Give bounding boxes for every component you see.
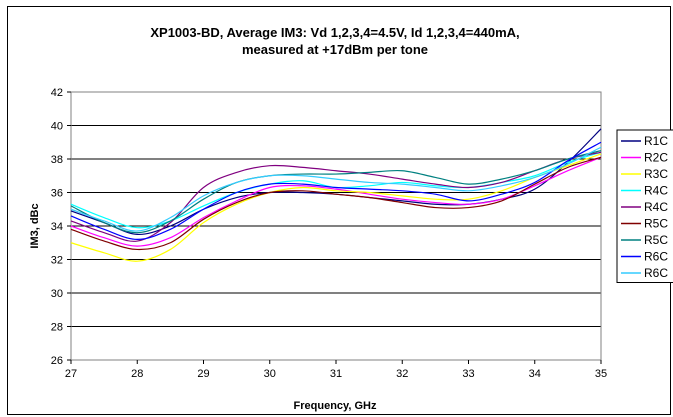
- x-tick-label: 31: [330, 368, 342, 380]
- y-tick-label: 26: [51, 355, 63, 367]
- legend-entry: R3C: [644, 167, 668, 181]
- series-line-6: [70, 156, 602, 251]
- y-tick-label: 40: [51, 121, 63, 133]
- y-axis-label: IM3, dBc: [29, 203, 41, 248]
- y-tick-label: 42: [51, 87, 63, 99]
- x-tick-label: 34: [529, 368, 541, 380]
- x-tick-label: 32: [396, 368, 408, 380]
- y-tick-label: 36: [51, 188, 63, 200]
- x-tick-label: 29: [197, 368, 209, 380]
- series-line-8: [70, 141, 602, 241]
- legend-entry: R4C: [644, 200, 668, 214]
- x-tick-label: 28: [131, 368, 143, 380]
- legend: R1C R2C R3C R4C R4C R5C R5C R6C R6C: [616, 129, 673, 283]
- series-line-7: [70, 150, 602, 234]
- series-line-5: [70, 151, 602, 242]
- legend-entry: R2C: [644, 151, 668, 165]
- chart-title-line-1: XP1003-BD, Average IM3: Vd 1,2,3,4=4.5V,…: [150, 25, 519, 40]
- y-tick-label: 30: [51, 288, 63, 300]
- y-tick-label: 32: [51, 255, 63, 267]
- chart-frame: [7, 6, 671, 415]
- x-tick-label: 30: [264, 368, 276, 380]
- y-tick-label: 38: [51, 154, 63, 166]
- series-line-9: [70, 146, 602, 232]
- chart-title-line-2: measured at +17dBm per tone: [242, 42, 428, 57]
- series-line-3: [70, 153, 602, 262]
- legend-entry: R1C: [644, 134, 668, 148]
- legend-entry: R5C: [644, 217, 668, 231]
- legend-entry: R4C: [644, 184, 668, 198]
- y-tick-label: 28: [51, 322, 63, 334]
- x-axis-label: Frequency, GHz: [294, 400, 377, 412]
- legend-entry: R6C: [644, 266, 668, 280]
- legend-entry: R6C: [644, 250, 668, 264]
- series-line-2: [70, 156, 602, 247]
- x-tick-label: 27: [65, 368, 77, 380]
- y-tick-label: 34: [51, 221, 63, 233]
- legend-entry: R5C: [644, 233, 668, 247]
- series-line-4: [70, 151, 602, 229]
- x-tick-label: 35: [595, 368, 607, 380]
- x-tick-label: 33: [462, 368, 474, 380]
